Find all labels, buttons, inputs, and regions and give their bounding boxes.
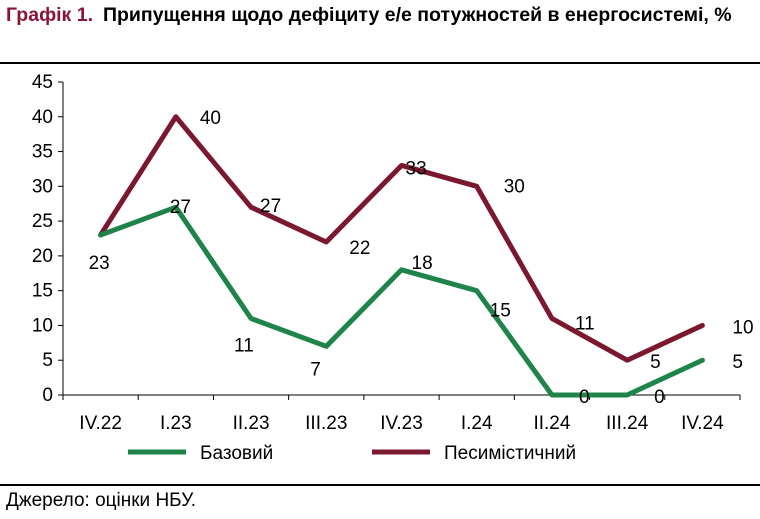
x-tick-label: IV.23 <box>380 413 423 434</box>
y-tick-label: 5 <box>42 350 53 371</box>
x-tick-label: II.24 <box>533 413 570 434</box>
data-label-pessimistic: 22 <box>349 238 370 259</box>
data-label-pessimistic: 11 <box>575 313 595 334</box>
y-tick-label: 15 <box>32 281 53 302</box>
series-line-base <box>98 204 705 398</box>
data-label-pessimistic: 27 <box>260 196 281 217</box>
legend-base-label: Базовий <box>200 443 273 464</box>
chart-title: Графік 1. Припущення щодо дефіциту е/е по… <box>6 3 754 27</box>
y-tick-label: 10 <box>32 315 53 336</box>
line-chart: 0 5 10 15 20 25 30 35 40 45 IV.22 I.23 II.23 III.23 IV… <box>32 72 754 464</box>
x-tick-label: III.24 <box>606 413 649 434</box>
data-label-pessimistic: 30 <box>504 176 525 197</box>
chart-title-prefix: Графік 1. <box>6 4 93 26</box>
data-label-base: 15 <box>490 301 511 322</box>
data-label-pessimistic: 33 <box>406 158 427 179</box>
data-label-base: 27 <box>170 197 191 218</box>
data-label-pessimistic: 40 <box>200 108 221 129</box>
legend-pessimistic-label: Песимістичний <box>444 443 576 464</box>
top-divider <box>0 62 760 64</box>
data-label-base: 23 <box>89 253 110 274</box>
data-label-pessimistic: 5 <box>650 352 661 373</box>
chart-title-text: Графік 1. Припущення щодо дефіциту е/е по… <box>6 3 754 27</box>
source-note: Джерело: оцінки НБУ. <box>6 490 197 511</box>
y-tick-label: 30 <box>32 176 53 197</box>
y-tick-label: 0 <box>42 385 53 406</box>
data-label-base: 7 <box>310 359 321 380</box>
data-label-base: 18 <box>412 253 433 274</box>
data-label-base: 5 <box>732 352 743 373</box>
x-tick-label: I.24 <box>461 413 493 434</box>
x-tick-label: II.23 <box>233 413 270 434</box>
series-line-pessimistic <box>98 114 705 363</box>
y-tick-label: 35 <box>32 142 53 163</box>
y-tick-label: 25 <box>32 211 53 232</box>
bottom-divider <box>0 484 760 486</box>
x-tick-label: IV.24 <box>681 413 724 434</box>
data-label-base: 0 <box>579 387 590 408</box>
data-label-pessimistic: 10 <box>732 317 753 338</box>
y-tick-label: 40 <box>32 107 53 128</box>
y-tick-label: 20 <box>32 246 53 267</box>
x-tick-label: IV.22 <box>79 413 122 434</box>
x-tick-label: I.23 <box>160 413 192 434</box>
x-tick-label: III.23 <box>305 413 347 434</box>
chart-title-body: Припущення щодо дефіциту е/е потужностей… <box>103 4 732 26</box>
data-label-base: 11 <box>234 335 254 356</box>
y-tick-label: 45 <box>32 72 53 93</box>
data-label-base: 0 <box>654 387 665 408</box>
